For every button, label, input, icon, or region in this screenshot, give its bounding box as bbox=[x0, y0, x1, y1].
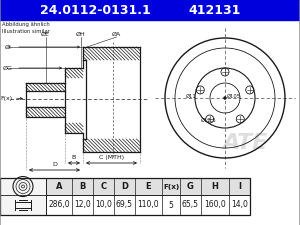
Text: 110,0: 110,0 bbox=[138, 200, 159, 209]
Text: Ø105: Ø105 bbox=[227, 94, 241, 99]
Text: 286,0: 286,0 bbox=[48, 200, 70, 209]
Text: B: B bbox=[79, 182, 86, 191]
Text: D: D bbox=[52, 162, 57, 167]
Text: 5: 5 bbox=[169, 200, 173, 209]
Text: 412131: 412131 bbox=[189, 4, 241, 16]
Text: C (MTH): C (MTH) bbox=[99, 155, 124, 160]
Text: G: G bbox=[187, 182, 194, 191]
Text: ØH: ØH bbox=[76, 32, 86, 36]
Text: 160,0: 160,0 bbox=[204, 200, 226, 209]
Text: F(x): F(x) bbox=[163, 184, 179, 189]
Text: ØE: ØE bbox=[41, 32, 50, 36]
Bar bbox=[0, 0, 300, 20]
Text: ØA: ØA bbox=[112, 32, 121, 36]
Text: D: D bbox=[121, 182, 128, 191]
Text: ØI: ØI bbox=[4, 45, 11, 50]
Bar bbox=[0, 178, 46, 215]
Circle shape bbox=[224, 97, 226, 99]
Text: Abbildung ähnlich
Illustration similar: Abbildung ähnlich Illustration similar bbox=[2, 22, 50, 34]
Text: I: I bbox=[238, 182, 241, 191]
Text: C: C bbox=[100, 182, 106, 191]
Text: E: E bbox=[146, 182, 151, 191]
Bar bbox=[0, 178, 250, 215]
Text: ATE: ATE bbox=[222, 133, 268, 153]
Text: 69,5: 69,5 bbox=[116, 200, 133, 209]
Text: B: B bbox=[72, 155, 76, 160]
Text: 10,0: 10,0 bbox=[95, 200, 112, 209]
Text: 12,0: 12,0 bbox=[74, 200, 91, 209]
Text: ØG: ØG bbox=[3, 65, 13, 70]
Text: Ø12,5: Ø12,5 bbox=[201, 117, 217, 122]
Text: Ø11: Ø11 bbox=[186, 94, 197, 99]
Text: F(x): F(x) bbox=[0, 96, 12, 101]
Bar bbox=[46, 178, 250, 195]
Text: H: H bbox=[212, 182, 218, 191]
Text: A: A bbox=[56, 182, 62, 191]
Text: 14,0: 14,0 bbox=[231, 200, 248, 209]
Text: 65,5: 65,5 bbox=[182, 200, 199, 209]
Text: 24.0112-0131.1: 24.0112-0131.1 bbox=[40, 4, 150, 16]
